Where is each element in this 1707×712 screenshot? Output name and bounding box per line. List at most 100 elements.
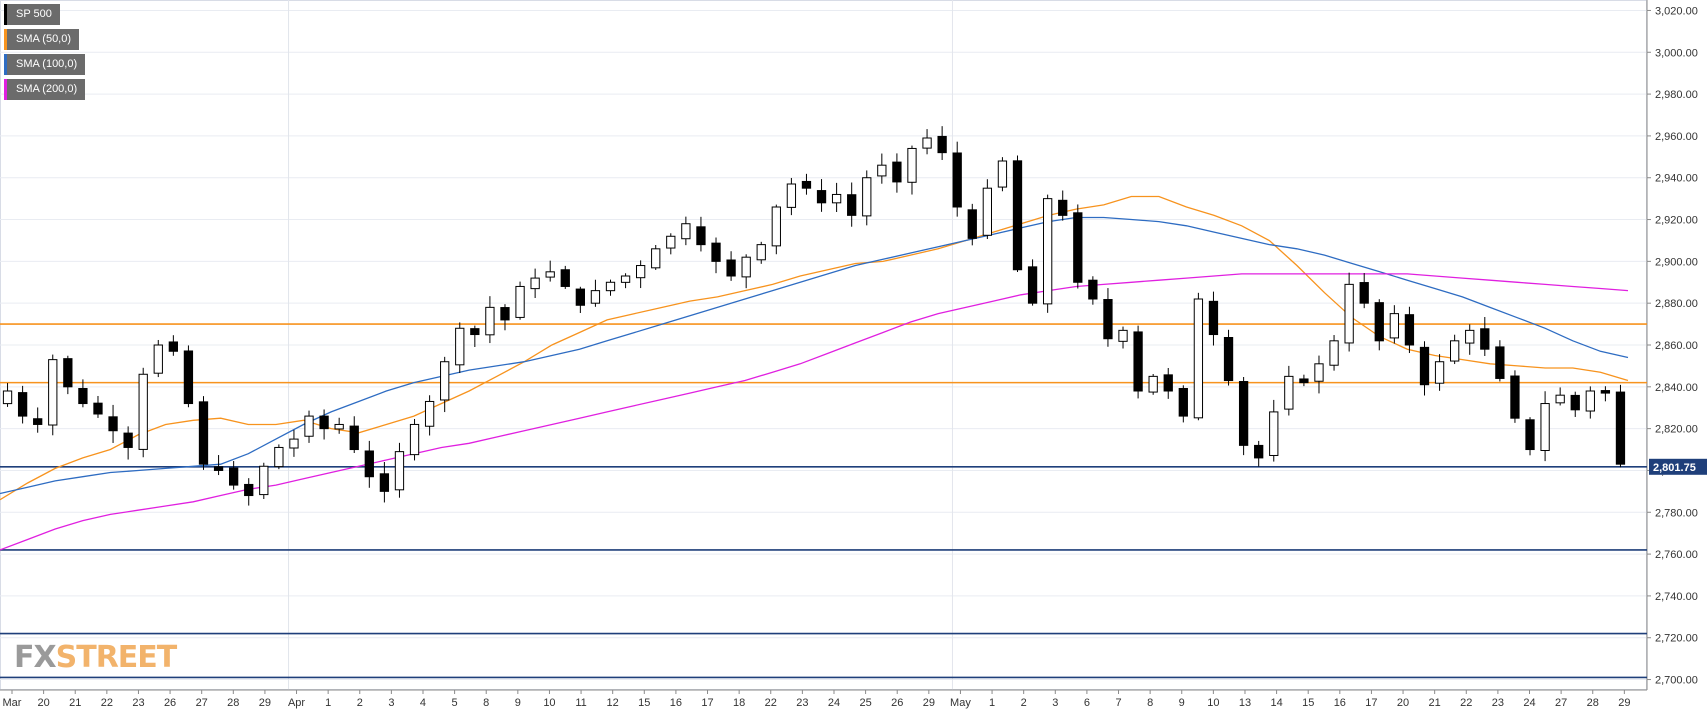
legend-item-sma50[interactable]: SMA (50,0) <box>4 29 80 50</box>
candle-body <box>17 392 28 417</box>
candle-body <box>1540 403 1550 452</box>
x-tick-label: 20 <box>1397 697 1409 709</box>
candle-body <box>123 432 133 448</box>
candle-body <box>1525 419 1535 451</box>
candle-body <box>786 183 797 208</box>
legend-label: SMA (50,0) <box>16 33 72 45</box>
candle-body <box>213 466 224 471</box>
candle-body <box>1404 314 1415 346</box>
candle-body <box>681 223 691 240</box>
y-tick-label: 3,020.00 <box>1655 5 1698 17</box>
candle-body <box>620 275 631 283</box>
candle-body <box>334 423 344 430</box>
x-tick-label: 29 <box>259 697 271 709</box>
candle-body <box>1148 375 1158 393</box>
candle-body <box>1344 283 1354 344</box>
candle-body <box>1585 390 1595 412</box>
candle-body <box>877 164 887 177</box>
x-tick-label: 28 <box>227 697 239 709</box>
legend-item-sma200[interactable]: SMA (200,0) <box>4 79 86 100</box>
candle-body <box>726 259 736 277</box>
candle-body <box>1208 300 1219 336</box>
candle-body <box>892 161 902 183</box>
y-tick-label: 2,700.00 <box>1655 675 1698 687</box>
candle-body <box>545 271 555 278</box>
candle-body <box>982 187 992 236</box>
x-tick-label: 7 <box>1115 697 1121 709</box>
candle-body <box>33 418 43 425</box>
x-tick-label: 10 <box>543 697 555 709</box>
candle-body <box>605 281 616 292</box>
candle-body <box>93 402 103 415</box>
candle-body <box>997 160 1008 188</box>
candle-body <box>244 483 254 497</box>
candle-body <box>1269 411 1279 456</box>
fxstreet-logo: FXSTREET <box>14 640 177 675</box>
y-tick-label: 2,920.00 <box>1655 215 1698 227</box>
x-tick-label: 24 <box>828 697 840 709</box>
candle-body <box>756 244 766 261</box>
x-tick-label: 16 <box>1334 697 1346 709</box>
x-tick-label: 2 <box>357 697 363 709</box>
x-tick-label: 22 <box>765 697 777 709</box>
candle-body <box>1254 444 1264 459</box>
candle-body <box>560 269 570 287</box>
candle-body <box>816 190 827 204</box>
candle-body <box>1450 340 1460 362</box>
y-tick-label: 2,740.00 <box>1655 591 1698 603</box>
candle-body <box>500 307 510 321</box>
x-tick-label: Apr <box>288 697 305 709</box>
candle-body <box>364 450 374 478</box>
last-price-label: 2,801.75 <box>1653 462 1696 474</box>
candle-body <box>394 451 405 491</box>
x-tick-label: 23 <box>132 697 144 709</box>
x-tick-label: May <box>950 697 971 709</box>
candle-body <box>1178 387 1188 417</box>
candle-body <box>515 285 525 318</box>
candle-body <box>379 473 390 492</box>
x-tick-label: 1 <box>325 697 331 709</box>
x-tick-label: 23 <box>796 697 808 709</box>
sma-line-0 <box>0 195 1629 501</box>
candle-body <box>1615 391 1626 465</box>
y-tick-label: 2,720.00 <box>1655 633 1698 645</box>
x-tick-label: 26 <box>891 697 903 709</box>
candle-body <box>1118 329 1128 342</box>
candle-body <box>1088 279 1098 300</box>
candle-body <box>470 328 480 336</box>
candle-body <box>259 465 269 496</box>
x-tick-label: 21 <box>1429 697 1441 709</box>
candle-body <box>409 423 420 456</box>
candle-body <box>1193 298 1204 419</box>
candle-body <box>1299 378 1309 384</box>
x-tick-label: 13 <box>1239 697 1251 709</box>
candle-body <box>1314 363 1324 382</box>
legend-item-sma100[interactable]: SMA (100,0) <box>4 54 86 75</box>
candle-body <box>741 256 751 278</box>
candle-body <box>907 147 917 183</box>
candle-body <box>319 415 329 430</box>
candle-body <box>455 327 465 366</box>
candle-body <box>967 209 977 239</box>
y-tick-label: 2,820.00 <box>1655 424 1698 436</box>
x-tick-label: 28 <box>1587 697 1599 709</box>
candle-body <box>168 341 178 352</box>
legend-item-sp500[interactable]: SP 500 <box>4 4 60 25</box>
candle-body <box>1058 199 1068 216</box>
chart-legend: SP 500 SMA (50,0) SMA (100,0) SMA (200,0… <box>4 4 86 104</box>
candle-body <box>1284 375 1294 410</box>
candle-body <box>1163 374 1173 392</box>
candle-body <box>108 416 118 432</box>
y-tick-label: 2,760.00 <box>1655 549 1698 561</box>
candle-body <box>1495 346 1505 379</box>
x-tick-label: 29 <box>1618 697 1630 709</box>
y-tick-label: 2,780.00 <box>1655 507 1698 519</box>
candlesticks <box>2 126 1626 506</box>
y-tick-label: 2,880.00 <box>1655 298 1698 310</box>
x-tick-label: 1 <box>989 697 995 709</box>
candle-body <box>1374 302 1384 342</box>
candle-body <box>922 137 932 149</box>
x-tick-label: 21 <box>69 697 81 709</box>
x-tick-label: 12 <box>607 697 619 709</box>
